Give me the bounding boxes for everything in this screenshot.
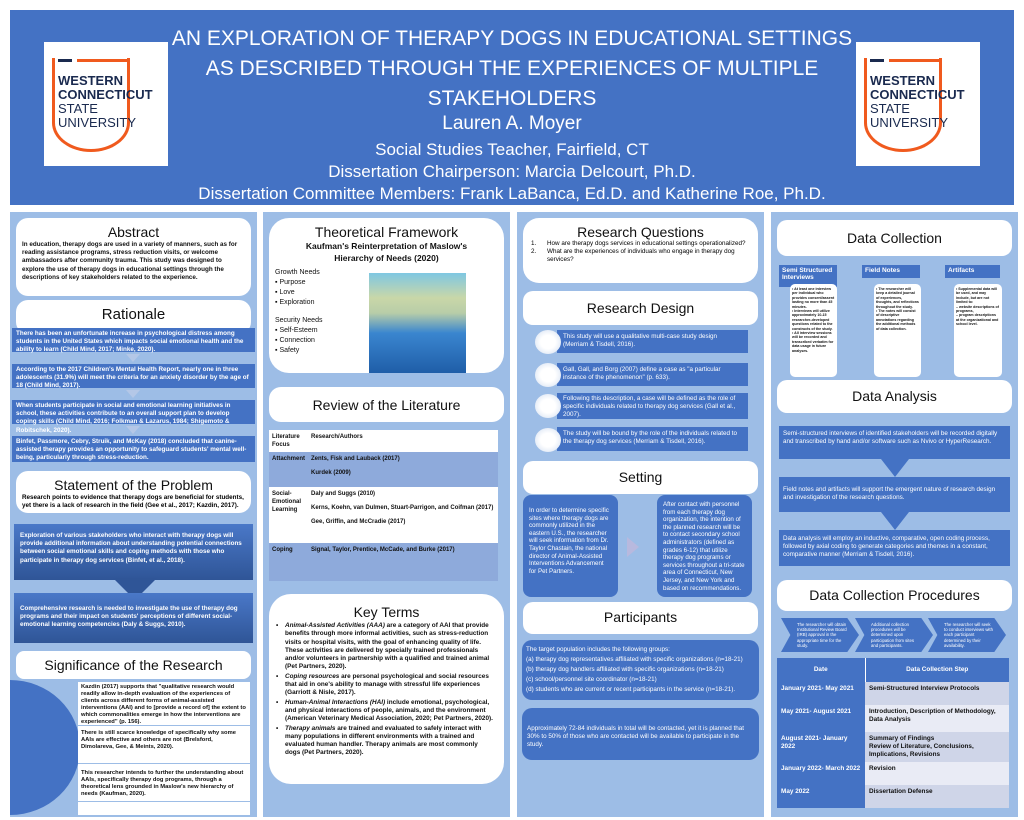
design-item: Following this description, a case will … <box>557 393 748 419</box>
flow-details: • The researcher will keep a detailed jo… <box>874 284 921 377</box>
needs-list: Growth Needs ▪ Purpose ▪ Love ▪ Explorat… <box>275 269 323 354</box>
significance-item: There is still scarce knowledge of speci… <box>78 726 250 764</box>
procedure-step: Additional collection procedures will be… <box>855 618 933 652</box>
rationale-item: When students participate in social and … <box>12 400 255 434</box>
chairperson: Dissertation Chairperson: Marcia Delcour… <box>328 162 696 181</box>
circle-graphic <box>10 680 80 815</box>
data-collection-heading: Data Collection <box>777 220 1012 256</box>
key-term: Human-Animal Interactions (HAI) include … <box>276 699 494 724</box>
participants-note: Approximately 72-84 individuals in total… <box>522 708 759 760</box>
down-arrow-icon <box>126 426 140 434</box>
key-terms-section: Key Terms Animal-Assisted Activities (AA… <box>269 594 504 784</box>
data-analysis-heading: Data Analysis <box>777 380 1012 413</box>
abstract-text: In education, therapy dogs are used in a… <box>22 241 238 281</box>
column-2: Theoretical Framework Kaufman's Reinterp… <box>263 212 510 817</box>
significance-heading: Significance of the Research <box>16 651 251 679</box>
circle-bullet-icon <box>535 363 561 387</box>
significance-item: This researcher intends to further the u… <box>78 764 250 802</box>
down-arrow-icon <box>126 354 140 362</box>
setting-right: After contact with personnel from each t… <box>657 495 752 597</box>
flow-details: • At least one interview per individual … <box>790 284 837 377</box>
wcsu-logo-right: WESTERN CONNECTICUT STATE UNIVERSITY <box>856 42 980 166</box>
right-arrow-icon <box>627 537 639 557</box>
column-1: Abstract In education, therapy dogs are … <box>10 212 257 817</box>
down-arrow-icon <box>881 459 909 477</box>
key-term: Coping resources are personal psychologi… <box>276 673 494 698</box>
procedure-step: The researcher will seek to conduct inte… <box>928 618 1006 652</box>
setting-heading: Setting <box>523 461 758 494</box>
rationale-item: Binfet, Passmore, Cebry, Struik, and McK… <box>12 436 255 462</box>
questions-section: Research Questions 1. How are therapy dog… <box>523 218 758 283</box>
poster-header: WESTERN CONNECTICUT STATE UNIVERSITY WESTER… <box>10 10 1014 205</box>
problem-box-2: Comprehensive research is needed to inve… <box>14 593 253 643</box>
framework-section: Theoretical Framework Kaufman's Reinterp… <box>269 218 504 373</box>
author-name: Lauren A. Moyer <box>442 113 582 134</box>
circle-bullet-icon <box>535 428 561 452</box>
wcsu-logo-left: WESTERN CONNECTICUT STATE UNIVERSITY <box>44 42 168 166</box>
column-4: Data Collection Semi Structured Intervie… <box>771 212 1018 817</box>
design-item: This study will use a qualitative multi-… <box>557 330 748 353</box>
significance-list: Kazdin (2017) supports that "qualitative… <box>78 682 250 815</box>
setting-left: In order to determine specific sites whe… <box>523 495 618 597</box>
questions-list: 1. How are therapy dogs services in educa… <box>531 240 746 264</box>
flow-label: Artifacts <box>945 265 1000 278</box>
abstract-title: Abstract <box>107 224 160 240</box>
design-item: Gall, Gall, and Borg (2007) define a cas… <box>557 363 748 386</box>
flow-label: Field Notes <box>862 265 920 278</box>
flow-label: Semi Structured Interviews <box>779 265 837 287</box>
analysis-step: Semi-structured interviews of identified… <box>779 426 1010 459</box>
participants-heading: Participants <box>523 602 758 634</box>
problem-section: Statement of the Problem Research points… <box>16 471 251 513</box>
analysis-step: Field notes and artifacts will support t… <box>779 477 1010 512</box>
participants-groups: The target population includes the follo… <box>522 640 759 700</box>
author-position: Social Studies Teacher, Fairfield, CT <box>375 140 649 159</box>
committee: Dissertation Committee Members: Frank La… <box>198 184 826 203</box>
key-term: Therapy animals are trained and evaluate… <box>276 725 494 758</box>
rationale-item: According to the 2017 Children's Mental … <box>12 364 255 389</box>
problem-box-1: Exploration of various stakeholders who … <box>14 524 253 580</box>
literature-table: Literature Focus Research/Authors Attachm… <box>269 430 498 581</box>
procedure-step: The researcher will obtain Institutional… <box>781 618 859 652</box>
framework-subtitle: Kaufman's Reinterpretation of Maslow's H… <box>305 241 468 263</box>
column-3: Research Questions 1. How are therapy dog… <box>517 212 764 817</box>
analysis-step: Data analysis will employ an inductive, … <box>779 530 1010 566</box>
design-heading: Research Design <box>523 291 758 325</box>
literature-heading: Review of the Literature <box>269 387 504 422</box>
down-arrow-icon <box>126 390 140 398</box>
down-arrow-icon <box>881 512 909 530</box>
procedures-heading: Data Collection Procedures <box>777 580 1012 611</box>
significance-item: Kazdin (2017) supports that "qualitative… <box>78 682 250 726</box>
flow-details: • Supplemental data will be used, and ma… <box>954 284 1002 377</box>
circle-bullet-icon <box>535 330 561 354</box>
timeline-table: Date Data Collection Step January 2021- M… <box>777 658 1009 808</box>
abstract-section: Abstract In education, therapy dogs are … <box>16 218 251 296</box>
poster-title: AN EXPLORATION OF THERAPY DOGS IN EDUCAT… <box>171 27 853 110</box>
rationale-item: There has been an unfortunate increase i… <box>12 328 255 353</box>
hierarchy-image <box>369 273 466 373</box>
circle-bullet-icon <box>535 394 561 418</box>
key-terms-list: Animal-Assisted Activities (AAA) are a c… <box>269 622 504 758</box>
key-term: Animal-Assisted Activities (AAA) are a c… <box>276 622 494 672</box>
design-item: The study will be bound by the role of t… <box>557 427 748 451</box>
